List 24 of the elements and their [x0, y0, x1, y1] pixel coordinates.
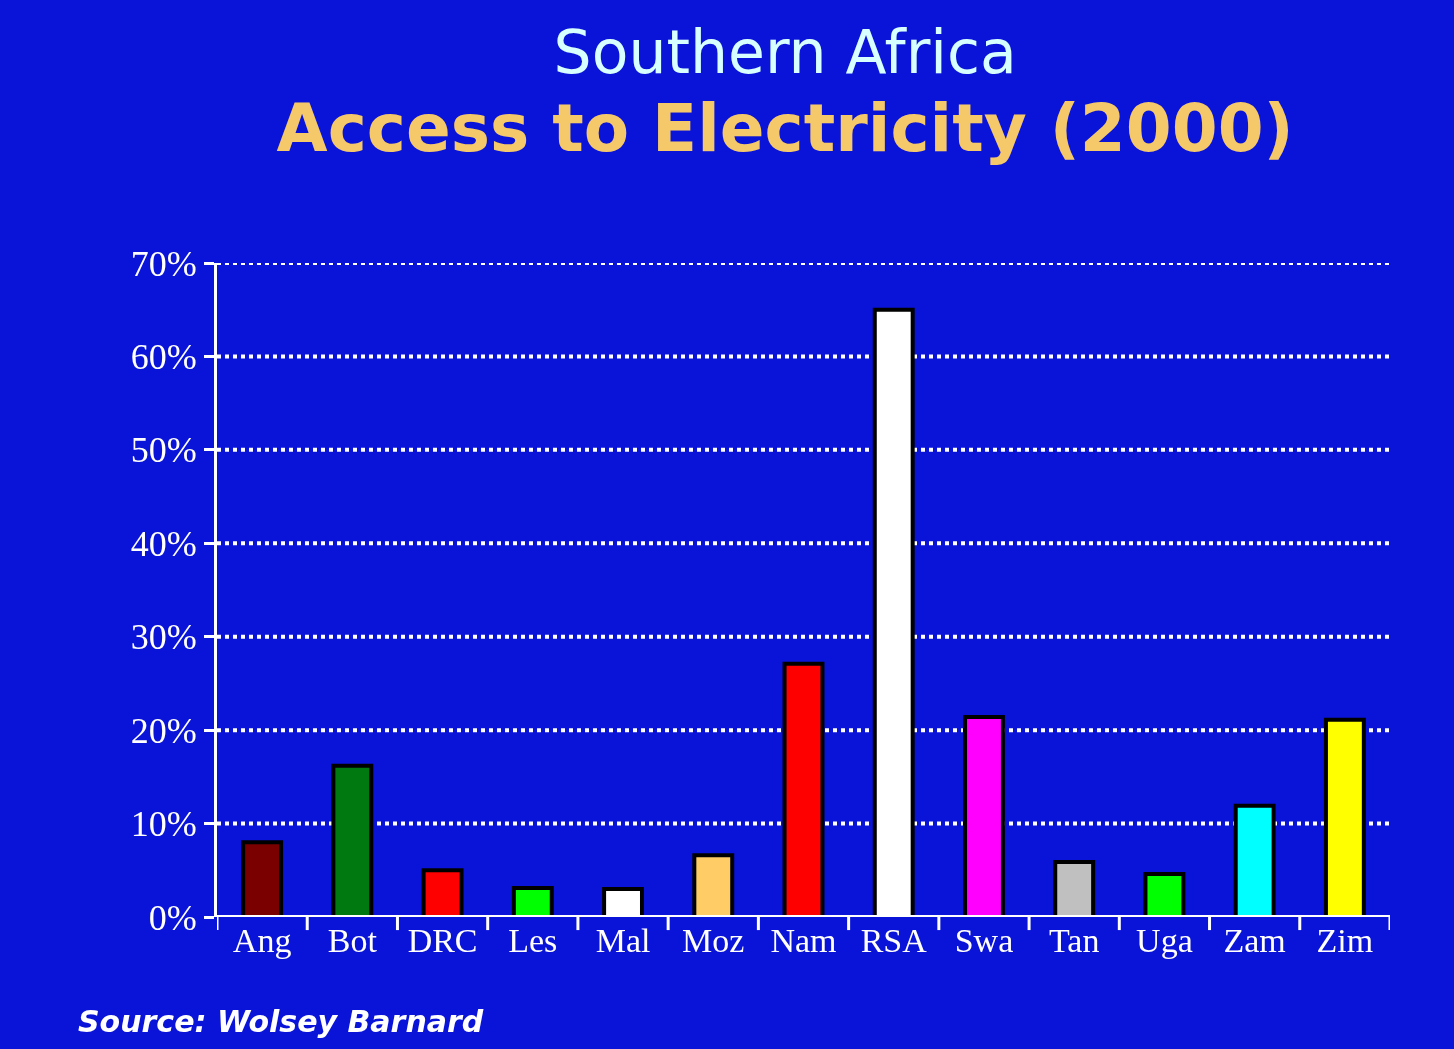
x-tick-label: Tan: [1048, 922, 1100, 959]
y-tick-label: 40%: [130, 523, 197, 564]
chart-subtitle: Access to Electricity (2000): [276, 90, 1294, 168]
x-tick-label: Uga: [1136, 922, 1193, 959]
y-tick-label: 20%: [130, 710, 197, 751]
x-tick-label: Swa: [954, 922, 1014, 959]
x-tick-label: Les: [508, 922, 558, 959]
x-tick-label: Moz: [682, 922, 745, 959]
x-tick-label: RSA: [860, 922, 928, 959]
chart-title: Southern Africa: [553, 17, 1017, 88]
x-tick-label: Mal: [595, 922, 651, 959]
y-tick-label: 70%: [130, 243, 197, 284]
y-tick-label: 50%: [130, 430, 197, 471]
x-tick-label: Bot: [327, 922, 378, 959]
source-note: Source: Wolsey Barnard: [78, 1004, 484, 1039]
x-tick-label: Zim: [1316, 922, 1374, 959]
x-tick-label: DRC: [407, 922, 478, 959]
y-tick-label: 30%: [130, 617, 197, 658]
x-tick-label: Zam: [1223, 922, 1286, 959]
x-tick-label: Ang: [232, 922, 292, 959]
y-tick-label: 0%: [148, 897, 197, 938]
y-tick-label: 10%: [130, 804, 197, 845]
x-tick-label: Nam: [770, 922, 837, 959]
y-tick-label: 60%: [130, 337, 197, 378]
